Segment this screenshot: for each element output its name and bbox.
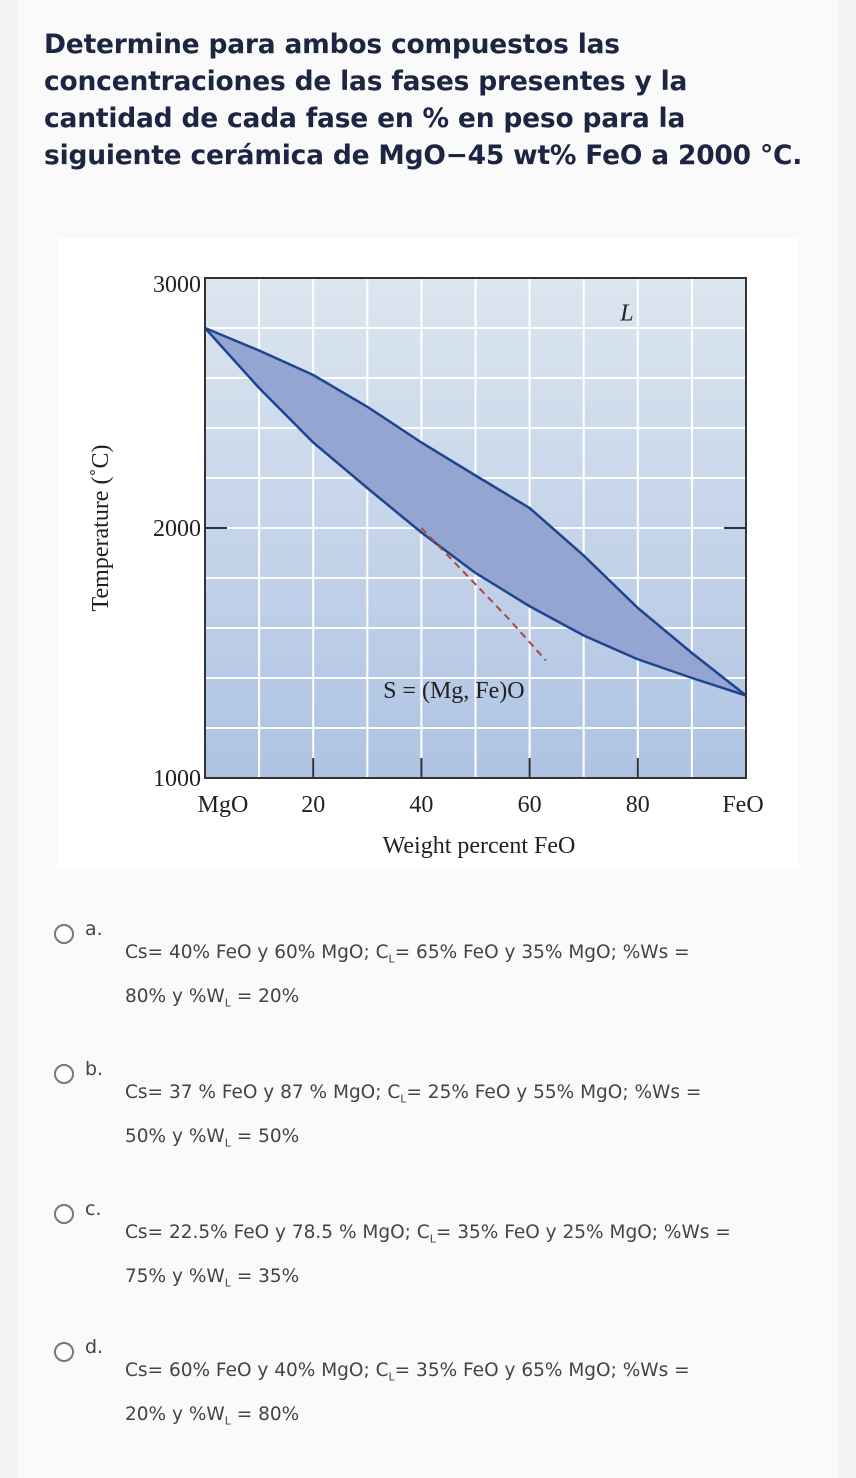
radio-button[interactable] (54, 1204, 74, 1224)
x-tick-label: 60 (518, 792, 542, 818)
option-text-part: Cs= 37 % FeO y 87 % MgO; C (125, 1082, 401, 1103)
option-text-part: = 25% FeO y 55% MgO; %Ws = (406, 1082, 702, 1103)
two-phase-region (205, 328, 746, 696)
option-text: Cs= 40% FeO y 60% MgO; CL= 65% FeO y 35%… (125, 934, 805, 1021)
y-axis-label: Temperature (˚C) (88, 445, 114, 612)
subscript: L (224, 1414, 231, 1428)
option-text: Cs= 60% FeO y 40% MgO; CL= 35% FeO y 65%… (125, 1352, 805, 1439)
option-letter: d. (85, 1336, 104, 1358)
subscript: L (429, 1232, 436, 1246)
option-text: Cs= 22.5% FeO y 78.5 % MgO; CL= 35% FeO … (125, 1214, 805, 1301)
x-tick-label: MgO (198, 792, 249, 818)
option-text-part: = 35% FeO y 25% MgO; %Ws = (435, 1222, 731, 1243)
subscript: L (224, 1276, 231, 1290)
x-tick-label: 40 (409, 792, 433, 818)
y-tick-label: 2000 (153, 516, 201, 542)
option-letter: c. (85, 1198, 102, 1220)
option-text-part: = 80% (230, 1403, 300, 1425)
subscript: L (388, 1370, 395, 1384)
option-text-part: Cs= 40% FeO y 60% MgO; C (125, 942, 389, 963)
option-text-part: = 20% (230, 985, 300, 1007)
option-letter: a. (85, 918, 103, 940)
option-text-part: 80% y %W (125, 985, 225, 1007)
x-tick-label: 20 (301, 792, 325, 818)
option-text-part: 50% y %W (125, 1125, 225, 1147)
solidus-line (204, 327, 747, 697)
x-axis-label: Weight percent FeO (383, 833, 576, 859)
question-text: Determine para ambos compuestos las conc… (44, 29, 803, 171)
radio-button[interactable] (54, 1064, 74, 1084)
y-tick-label: 1000 (153, 766, 201, 792)
option-text-part: = 35% FeO y 65% MgO; %Ws = (394, 1360, 690, 1381)
option-text-part: 20% y %W (125, 1403, 225, 1425)
option-text-part: = 50% (230, 1125, 300, 1147)
y-tick-label: 3000 (153, 272, 201, 298)
x-tick-label: FeO (722, 792, 763, 818)
annotation-solid: S = (Mg, Fe)O (383, 678, 525, 704)
subscript: L (224, 996, 231, 1010)
option-text-part: 75% y %W (125, 1265, 225, 1287)
phase-diagram-svg: MgO 20 40 60 80 FeO 1000 2000 3000 L S = (Mg, Fe)O… (88, 272, 764, 859)
option-text: Cs= 37 % FeO y 87 % MgO; CL= 25% FeO y 5… (125, 1074, 805, 1161)
option-letter: b. (85, 1058, 104, 1080)
annotation-liquid: L (619, 301, 633, 327)
option-text-part: Cs= 60% FeO y 40% MgO; C (125, 1360, 389, 1381)
liquidus-line (204, 326, 747, 697)
option-text-part: = 35% (230, 1265, 300, 1287)
subscript: L (400, 1092, 407, 1106)
option-text-part: Cs= 22.5% FeO y 78.5 % MgO; C (125, 1222, 430, 1243)
x-tick-label: 80 (626, 792, 650, 818)
subscript: L (388, 952, 395, 966)
phase-diagram: MgO 20 40 60 80 FeO 1000 2000 3000 L S = (Mg, Fe)O… (58, 238, 798, 868)
radio-button[interactable] (54, 1342, 74, 1362)
radio-button[interactable] (54, 924, 74, 944)
option-text-part: = 65% FeO y 35% MgO; %Ws = (394, 942, 690, 963)
subscript: L (224, 1136, 231, 1150)
